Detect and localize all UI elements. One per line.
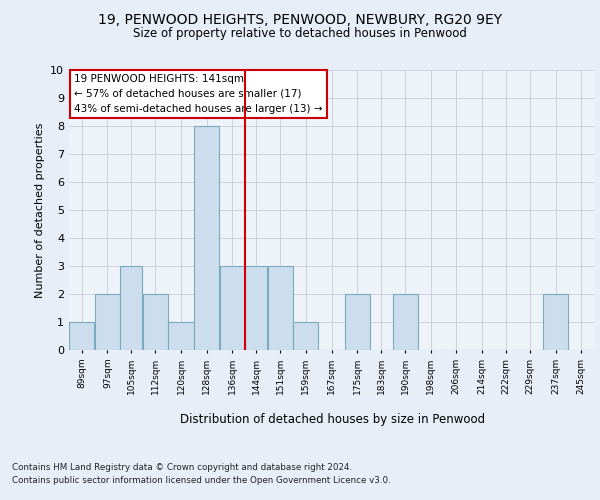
Text: Distribution of detached houses by size in Penwood: Distribution of detached houses by size …: [181, 412, 485, 426]
Bar: [220, 266, 245, 350]
Bar: [95, 294, 120, 350]
Y-axis label: Number of detached properties: Number of detached properties: [35, 122, 44, 298]
Bar: [169, 322, 194, 350]
Bar: [69, 322, 94, 350]
Text: 19 PENWOOD HEIGHTS: 141sqm
← 57% of detached houses are smaller (17)
43% of semi: 19 PENWOOD HEIGHTS: 141sqm ← 57% of deta…: [74, 74, 323, 114]
Bar: [293, 322, 319, 350]
Bar: [268, 266, 293, 350]
Text: 19, PENWOOD HEIGHTS, PENWOOD, NEWBURY, RG20 9EY: 19, PENWOOD HEIGHTS, PENWOOD, NEWBURY, R…: [98, 12, 502, 26]
Bar: [543, 294, 568, 350]
Bar: [121, 266, 142, 350]
Text: Contains public sector information licensed under the Open Government Licence v3: Contains public sector information licen…: [12, 476, 391, 485]
Text: Size of property relative to detached houses in Penwood: Size of property relative to detached ho…: [133, 28, 467, 40]
Bar: [245, 266, 267, 350]
Bar: [194, 126, 219, 350]
Bar: [143, 294, 168, 350]
Bar: [392, 294, 418, 350]
Text: Contains HM Land Registry data © Crown copyright and database right 2024.: Contains HM Land Registry data © Crown c…: [12, 462, 352, 471]
Bar: [344, 294, 370, 350]
